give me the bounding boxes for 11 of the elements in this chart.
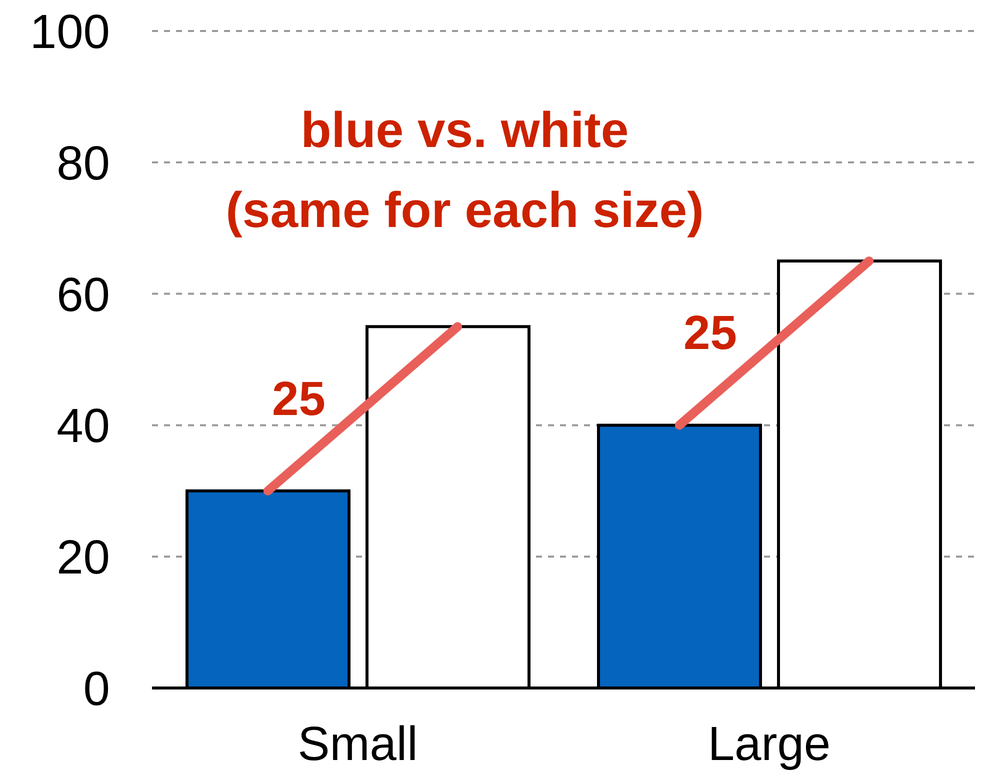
y-tick-label: 40 [56,400,110,454]
annotation: 25 [272,372,326,426]
y-tick-label: 100 [30,6,110,60]
x-tick-label: Large [708,718,831,772]
annotation: blue vs. white (same for each size) [226,102,704,238]
y-tick-label: 80 [56,137,110,190]
x-tick-label: Small [298,718,418,772]
annotation: 25 [684,306,737,360]
y-tick-label: 60 [56,268,110,322]
y-tick-label: 20 [56,532,110,585]
y-tick-label: 0 [83,663,110,716]
